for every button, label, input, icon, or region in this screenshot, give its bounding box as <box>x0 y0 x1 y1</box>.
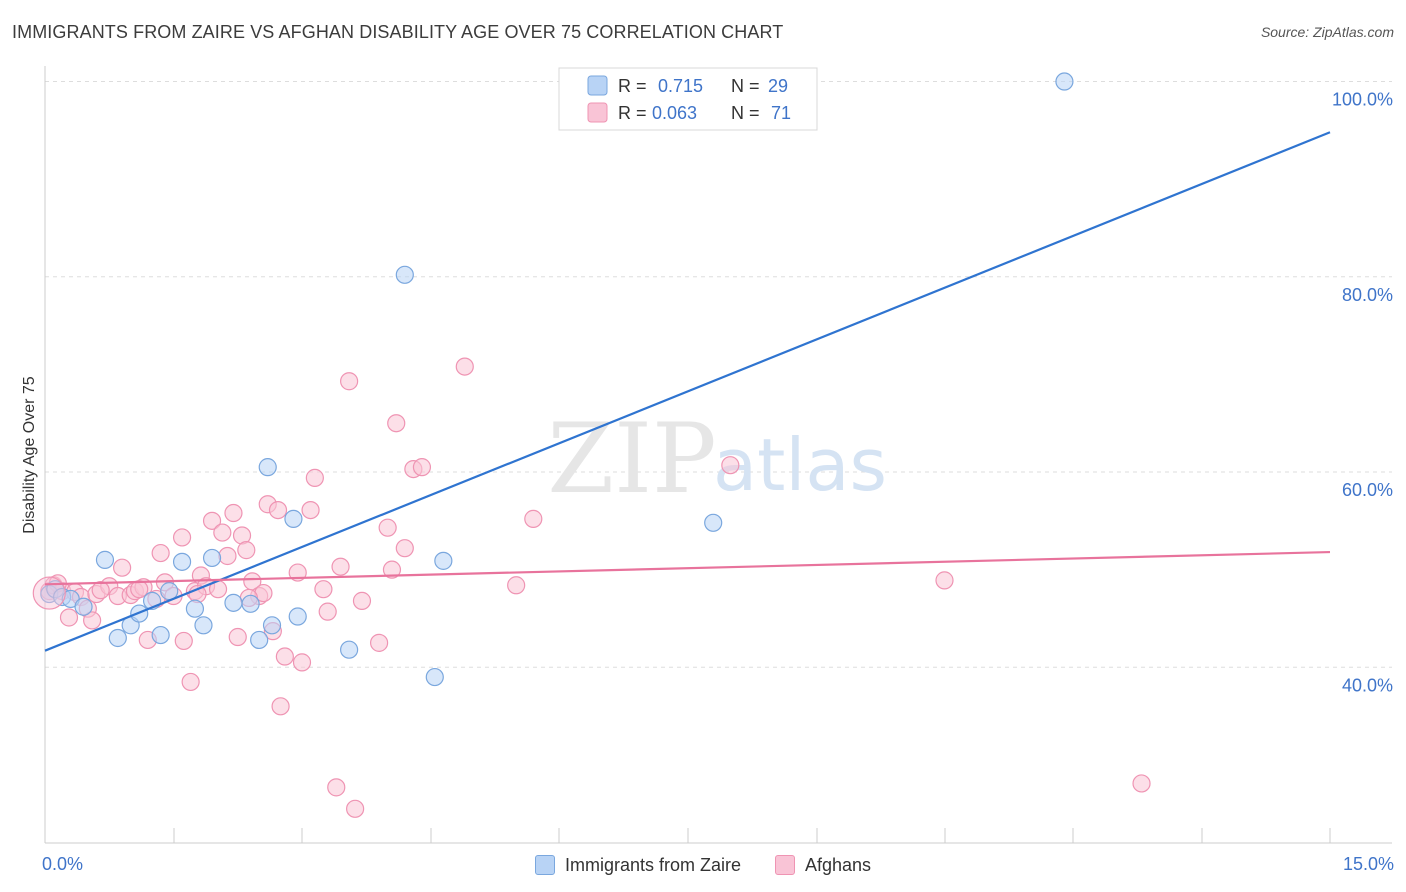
legend-r-value-afghans: 0.063 <box>652 103 697 123</box>
afghan-point-26 <box>202 511 222 530</box>
afghan-point-67 <box>130 580 149 599</box>
afghan-point-54 <box>382 560 402 579</box>
legend-r-value-zaire: 0.715 <box>658 76 703 96</box>
zaire-point-17 <box>241 594 260 613</box>
legend-n-label-afghans: N = <box>731 103 760 123</box>
zaire-point-16 <box>224 593 243 612</box>
afghan-point-43 <box>292 653 312 672</box>
series-legend-item-zaire: Immigrants from Zaire <box>534 854 741 876</box>
afghan-point-59 <box>455 357 474 376</box>
legend-n-value-zaire: 29 <box>768 76 788 96</box>
y-tick-label-2: 80.0% <box>1342 285 1393 305</box>
legend-n-label-zaire: N = <box>731 76 760 96</box>
afghan-point-53 <box>378 518 397 537</box>
zaire-point-26 <box>434 551 453 570</box>
afghan-point-60 <box>507 576 526 595</box>
chart-title: IMMIGRANTS FROM ZAIRE VS AFGHAN DISABILI… <box>12 22 784 42</box>
afghan-point-49 <box>340 372 359 391</box>
zaire-point-21 <box>284 509 303 528</box>
afghan-point-58 <box>412 458 432 477</box>
afghan-point-48 <box>331 557 350 576</box>
zaire-point-22 <box>288 607 307 626</box>
afghan-point-22 <box>181 672 200 692</box>
afghan-point-52 <box>370 633 389 652</box>
afghan-point-62 <box>721 456 740 475</box>
series-legend: Immigrants from Zaire Afghans <box>0 852 1406 878</box>
afghan-point-51 <box>352 591 372 610</box>
legend-swatch-zaire <box>587 75 608 96</box>
afghan-point-21 <box>174 631 193 651</box>
afghan-point-3 <box>59 608 79 627</box>
legend-n-value-afghans: 71 <box>771 103 791 123</box>
source-credit: Source: ZipAtlas.com <box>1260 24 1394 40</box>
x-tick-label-1: 15.0% <box>1343 854 1394 874</box>
y-tick-label-1: 60.0% <box>1342 480 1393 500</box>
afghan-point-46 <box>318 602 337 621</box>
afghan-point-55 <box>387 414 406 433</box>
zaire-trend-line <box>44 131 1331 652</box>
legend-swatch-afghans <box>587 102 608 123</box>
series-swatch-afghans <box>774 855 795 875</box>
legend-r-label-afghans: R = <box>618 103 647 123</box>
y-tick-label-3: 100.0% <box>1332 90 1393 110</box>
afghan-point-41 <box>275 647 294 666</box>
zaire-point-14 <box>194 616 213 635</box>
zaire-point-25 <box>425 667 444 687</box>
zaire-point-28 <box>1055 72 1074 91</box>
zaire-point-24 <box>395 265 414 284</box>
afghan-point-30 <box>224 503 243 523</box>
series-swatch-zaire <box>534 855 555 875</box>
afghan-point-45 <box>305 468 324 487</box>
series-label-afghans: Afghans <box>804 854 872 875</box>
series-label-zaire: Immigrants from Zaire <box>564 854 741 875</box>
afghan-trend-line <box>44 550 1331 586</box>
zaire-point-19 <box>262 616 282 635</box>
y-tick-label-0: 40.0% <box>1342 675 1393 695</box>
afghan-point-17 <box>151 543 170 563</box>
legend-r-label-zaire: R = <box>618 76 647 96</box>
zaire-point-10 <box>151 625 170 645</box>
afghan-point-7 <box>83 611 102 630</box>
zaire-point-23 <box>340 640 359 659</box>
zaire-point-13 <box>185 599 205 618</box>
watermark-zip: ZIP <box>547 403 716 515</box>
afghan-point-66 <box>91 581 110 600</box>
afghan-point-70 <box>314 580 333 599</box>
afghan-point-31 <box>228 627 247 647</box>
afghan-point-33 <box>237 541 256 560</box>
y-axis-label: Disability Age Over 75 <box>21 376 38 534</box>
afghan-point-40 <box>271 697 290 716</box>
afghan-point-56 <box>395 539 414 558</box>
afghan-point-39 <box>268 500 288 520</box>
afghan-point-20 <box>172 528 192 547</box>
afghan-point-29 <box>218 546 237 566</box>
zaire-point-12 <box>172 552 192 571</box>
zaire-point-6 <box>108 628 127 648</box>
zaire-point-5 <box>95 550 115 569</box>
zaire-point-20 <box>258 458 277 477</box>
watermark-atlas: atlas <box>713 423 887 507</box>
zaire-point-4 <box>74 597 93 616</box>
afghan-point-28 <box>213 523 232 542</box>
afghan-point-50 <box>346 799 365 818</box>
zaire-point-15 <box>202 548 222 568</box>
series-legend-item-afghans: Afghans <box>774 854 872 876</box>
afghan-point-44 <box>301 500 320 520</box>
origin-cluster-blob <box>32 576 66 610</box>
afghan-point-61 <box>524 509 543 528</box>
afghan-point-47 <box>327 778 346 797</box>
afghan-point-11 <box>112 558 132 577</box>
afghan-point-64 <box>1132 774 1151 793</box>
zaire-point-27 <box>704 513 723 532</box>
x-tick-label-0: 0.0% <box>42 854 83 874</box>
zaire-point-18 <box>250 630 269 650</box>
afghan-point-63 <box>935 571 954 590</box>
